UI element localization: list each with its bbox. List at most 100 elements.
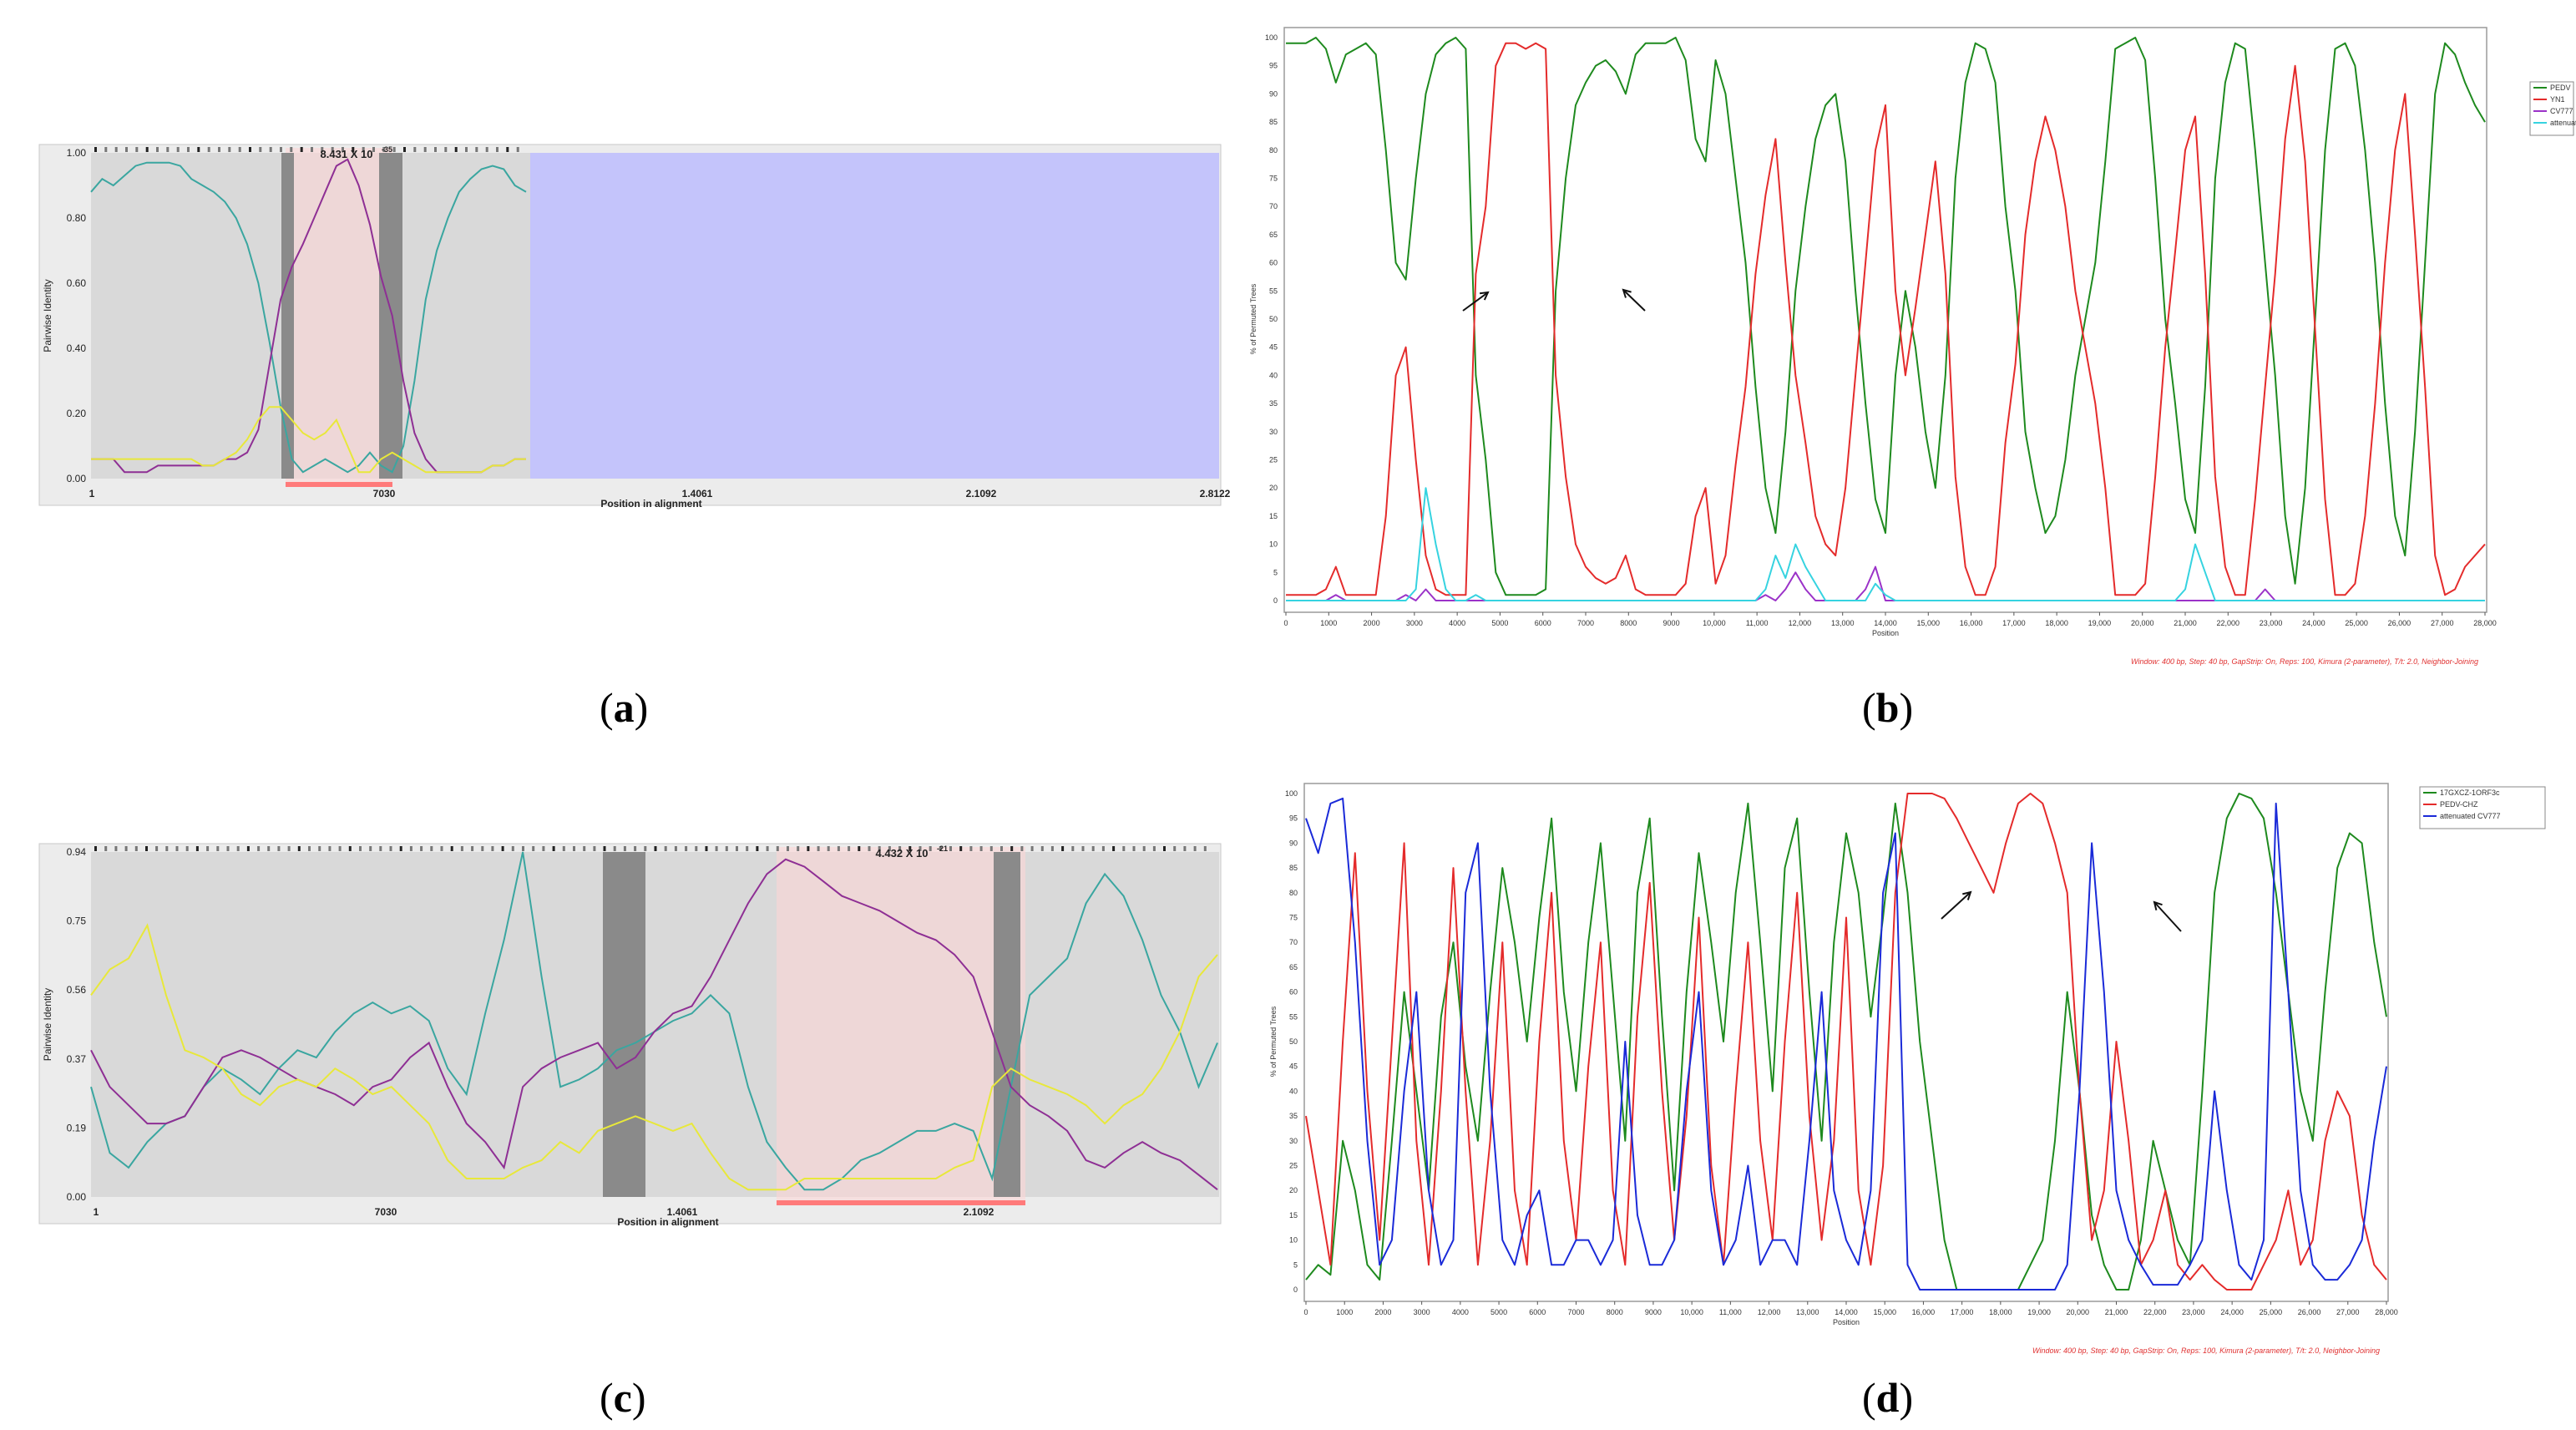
informative-site-tick [949,846,952,851]
series-line-2 [1286,42,2486,596]
x-tick-label: 12,000 [1789,619,1812,627]
informative-site-tick [485,147,488,152]
informative-site-tick [969,846,973,851]
informative-site-tick [297,846,301,851]
informative-site-tick [444,147,448,152]
x-tick-label: 25,000 [2260,1308,2283,1316]
informative-site-tick [362,147,365,152]
informative-site-tick [440,846,443,851]
y-tick-label: 0.60 [67,277,87,289]
informative-site-tick [236,846,240,851]
x-tick-label: 3000 [1414,1308,1430,1316]
informative-site-tick [583,846,586,851]
plot-area [91,852,1219,1197]
informative-site-tick [516,147,519,152]
informative-site-tick [613,846,616,851]
y-tick-label: 0.37 [67,1053,87,1065]
informative-site-tick [1030,846,1034,851]
informative-site-tick [206,846,210,851]
informative-site-tick [423,147,427,152]
analysis-parameters: Window: 400 bp, Step: 40 bp, GapStrip: O… [2032,1346,2380,1355]
y-tick-label: 35 [1269,399,1278,408]
informative-site-tick [403,147,406,152]
informative-site-tick [257,846,261,851]
y-tick-label: 60 [1269,259,1278,267]
x-tick-label: 24,000 [2302,619,2325,627]
informative-site-tick [1091,846,1095,851]
informative-site-tick [197,147,200,152]
informative-site-tick [434,147,437,152]
informative-site-tick [454,147,458,152]
series-line-1 [1286,37,2486,596]
panel-label-a: (a) [600,684,649,731]
legend-label: 17GXCZ-1ORF3c [2440,789,2500,797]
informative-site-tick [465,147,468,152]
informative-site-tick [807,846,810,851]
informative-site-tick [562,846,565,851]
informative-site-tick [858,846,861,851]
informative-site-tick [450,846,453,851]
informative-site-tick [664,846,667,851]
y-tick-label: 40 [1269,371,1278,379]
y-tick-label: 85 [1289,864,1298,872]
informative-site-tick [359,846,362,851]
y-tick-label: 70 [1289,938,1298,946]
informative-site-tick [959,846,963,851]
informative-site-tick [259,147,262,152]
informative-site-tick [228,147,231,152]
informative-site-tick [878,846,881,851]
recombination-bar [777,1200,1025,1205]
informative-site-tick [1000,846,1003,851]
x-tick-label: 1.4061 [667,1206,698,1218]
x-tick-label: 21,000 [2174,619,2197,627]
panel-d-chart: 1009590858075706560555045403530252015105… [1269,783,2546,1355]
informative-site-tick [145,846,148,851]
recombination-bar [286,482,392,487]
x-tick-label: 11,000 [1719,1308,1742,1316]
informative-site-tick [1020,846,1024,851]
x-tick-label: 11,000 [1746,619,1769,627]
informative-site-tick [300,147,303,152]
y-tick-label: 15 [1269,512,1278,520]
x-tick-label: 2000 [1374,1308,1391,1316]
y-tick-label: 1.00 [67,147,87,159]
p-value-exponent: -21 [937,844,948,853]
y-tick-label: 35 [1289,1112,1298,1120]
chart-frame [1303,783,2389,1302]
y-tick-label: 20 [1289,1186,1298,1194]
y-tick-label: 5 [1273,568,1278,576]
p-value-annotation: 8.431 X 10 [321,148,373,160]
y-tick-label: 85 [1269,118,1278,126]
x-tick-label: 1 [94,1206,99,1218]
x-tick-label: 18,000 [1989,1308,2012,1316]
legend-box [2419,786,2546,829]
breakpoint-region-2 [994,852,1020,1197]
p-value-annotation: 4.432 X 10 [876,847,929,860]
arrow-head-1 [1479,291,1490,301]
p-value-exponent: -35 [382,145,392,154]
informative-site-tick [989,846,993,851]
y-axis-label: Pairwise Identity [42,988,53,1061]
x-tick-label: 7030 [375,1206,397,1218]
informative-site-tick [1163,846,1166,851]
informative-site-tick [1081,846,1085,851]
y-tick-label: 55 [1289,1012,1298,1021]
informative-site-tick [187,147,190,152]
y-tick-label: 0.00 [67,473,87,484]
informative-site-tick [331,147,334,152]
legend-label: YN1 [2550,95,2565,104]
x-tick-label: 1.4061 [682,488,713,499]
informative-site-tick [1010,846,1014,851]
informative-site-tick [280,147,282,152]
informative-site-tick [267,846,271,851]
breakpoint-region-1 [603,852,645,1197]
series-line-3 [1305,797,2387,1291]
informative-site-tick [603,846,606,851]
panel-label-d: (d) [1862,1374,1914,1421]
y-tick-label: 75 [1289,914,1298,922]
x-tick-label: 8000 [1620,619,1637,627]
informative-site-tick [114,846,118,851]
informative-site-tick [145,147,149,152]
y-tick-label: 0 [1273,596,1278,605]
informative-site-tick [1122,846,1126,851]
